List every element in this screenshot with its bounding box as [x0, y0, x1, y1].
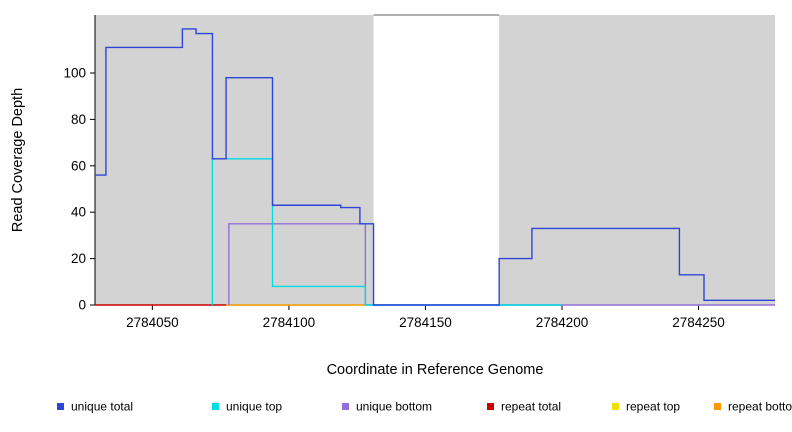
highlight-region — [373, 15, 500, 305]
legend-label: repeat bottom — [728, 400, 792, 414]
legend-swatch-unique-bottom — [342, 403, 349, 410]
y-tick-label: 60 — [71, 158, 86, 173]
legend-swatch-repeat-total — [487, 403, 494, 410]
legend-label: repeat total — [501, 400, 561, 414]
legend-label: repeat top — [626, 400, 680, 414]
legend-swatch-unique-top — [212, 403, 219, 410]
y-tick-label: 80 — [71, 112, 86, 127]
x-tick-label: 2784250 — [672, 315, 725, 330]
legend-label: unique top — [226, 400, 282, 414]
x-tick-label: 2784200 — [536, 315, 589, 330]
y-axis-label: Read Coverage Depth — [10, 88, 26, 232]
x-tick-label: 2784150 — [399, 315, 452, 330]
legend-label: unique total — [71, 400, 133, 414]
x-axis-label: Coordinate in Reference Genome — [327, 362, 544, 378]
x-tick-label: 2784050 — [126, 315, 179, 330]
legend-swatch-repeat-bottom — [714, 403, 721, 410]
y-tick-label: 100 — [63, 66, 86, 81]
legend-swatch-unique-total — [57, 403, 64, 410]
legend: unique total unique top unique bottom repea… — [57, 400, 792, 414]
legend-swatch-repeat-top — [612, 403, 619, 410]
y-tick-label: 20 — [71, 251, 86, 266]
series-line-unique-total — [95, 28, 775, 306]
series-lines — [95, 28, 775, 306]
y-tick-label: 40 — [71, 205, 86, 220]
plot-area — [95, 14, 775, 305]
y-tick-label: 0 — [78, 298, 86, 313]
legend-label: unique bottom — [356, 400, 432, 414]
x-tick-label: 2784100 — [263, 315, 316, 330]
